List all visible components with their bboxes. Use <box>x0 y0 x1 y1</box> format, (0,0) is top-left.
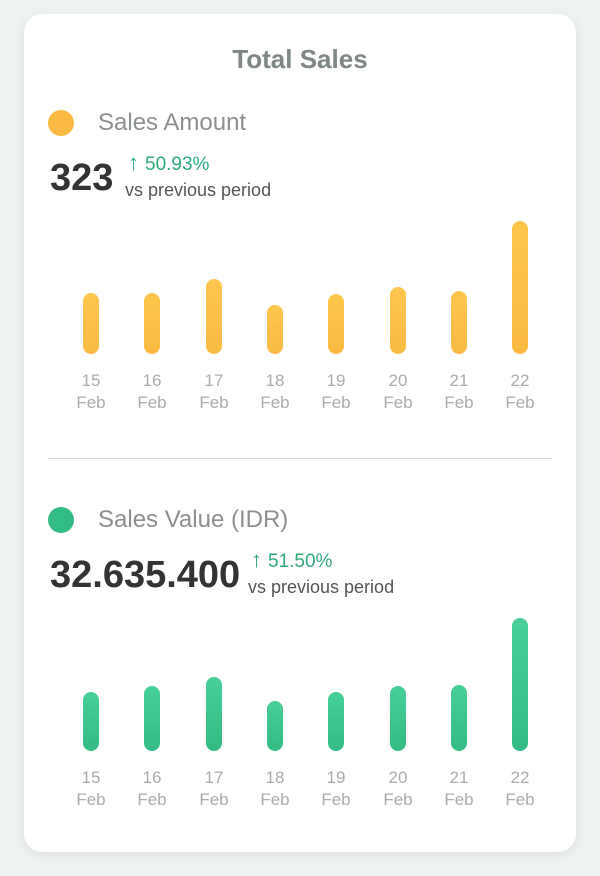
x-tick-label: 22 Feb <box>490 767 550 811</box>
green-dot-icon <box>48 507 74 533</box>
bar-22[interactable] <box>512 618 528 751</box>
x-tick-month: Feb <box>199 790 229 809</box>
x-tick-day: 19 <box>326 371 346 390</box>
total-sales-card: Total Sales Sales Amount 323 ↑ 50.93% vs … <box>24 14 576 852</box>
x-tick-month: Feb <box>321 393 351 412</box>
x-tick-month: Feb <box>505 790 535 809</box>
sales-amount-delta: ↑ 50.93% <box>128 150 209 176</box>
x-tick-month: Feb <box>383 393 413 412</box>
x-tick-month: Feb <box>444 790 474 809</box>
x-tick-day: 17 <box>204 371 224 390</box>
x-tick-month: Feb <box>383 790 413 809</box>
bar-16[interactable] <box>144 293 160 354</box>
x-tick-day: 21 <box>449 768 469 787</box>
x-tick-label: 20 Feb <box>368 767 428 811</box>
x-tick-day: 22 <box>510 371 530 390</box>
x-tick-day: 18 <box>265 768 285 787</box>
orange-dot-icon <box>48 110 74 136</box>
sales-value-delta: ↑ 51.50% <box>251 547 332 573</box>
sales-amount-value: 323 <box>50 157 114 199</box>
bar-21[interactable] <box>451 291 467 354</box>
x-tick-label: 20 Feb <box>368 370 428 414</box>
x-tick-month: Feb <box>137 790 167 809</box>
x-tick-day: 18 <box>265 371 285 390</box>
bar-20[interactable] <box>390 287 406 354</box>
x-tick-month: Feb <box>137 393 167 412</box>
bar-22[interactable] <box>512 221 528 354</box>
sales-value-value: 32.635.400 <box>50 554 241 596</box>
x-tick-day: 21 <box>449 371 469 390</box>
sales-amount-vs-text: vs previous period <box>125 180 272 200</box>
x-tick-day: 20 <box>388 768 408 787</box>
x-tick-month: Feb <box>76 393 106 412</box>
x-tick-day: 22 <box>510 768 530 787</box>
x-tick-month: Feb <box>260 393 290 412</box>
sales-value-vs-text: vs previous period <box>248 577 395 597</box>
x-tick-label: 18 Feb <box>245 767 305 811</box>
x-tick-label: 22 Feb <box>490 370 550 414</box>
x-tick-label: 17 Feb <box>184 370 244 414</box>
bar-18[interactable] <box>267 701 283 751</box>
x-tick-day: 15 <box>81 371 101 390</box>
x-tick-day: 17 <box>204 768 224 787</box>
bar-18[interactable] <box>267 305 283 354</box>
sales-value-label: Sales Value (IDR) <box>98 506 289 533</box>
bar-15[interactable] <box>83 293 99 354</box>
bar-17[interactable] <box>206 677 222 751</box>
bar-19[interactable] <box>328 692 344 751</box>
x-tick-day: 16 <box>142 371 162 390</box>
section-divider <box>48 458 552 459</box>
x-tick-day: 16 <box>142 768 162 787</box>
x-tick-label: 15 Feb <box>61 767 121 811</box>
bar-21[interactable] <box>451 685 467 751</box>
x-tick-label: 21 Feb <box>429 767 489 811</box>
x-tick-month: Feb <box>76 790 106 809</box>
x-tick-label: 21 Feb <box>429 370 489 414</box>
bar-15[interactable] <box>83 692 99 751</box>
bar-20[interactable] <box>390 686 406 751</box>
x-tick-day: 19 <box>326 768 346 787</box>
x-tick-label: 18 Feb <box>245 370 305 414</box>
bar-19[interactable] <box>328 294 344 354</box>
x-tick-month: Feb <box>505 393 535 412</box>
card-title: Total Sales <box>232 44 368 74</box>
x-tick-label: 16 Feb <box>122 370 182 414</box>
bar-16[interactable] <box>144 686 160 751</box>
sales-value-delta-value: 51.50% <box>268 551 333 572</box>
arrow-up-icon: ↑ <box>251 547 262 572</box>
arrow-up-icon: ↑ <box>128 150 139 175</box>
x-tick-day: 15 <box>81 768 101 787</box>
x-tick-month: Feb <box>444 393 474 412</box>
x-tick-month: Feb <box>260 790 290 809</box>
x-tick-label: 16 Feb <box>122 767 182 811</box>
sales-amount-label: Sales Amount <box>98 109 247 136</box>
x-tick-month: Feb <box>321 790 351 809</box>
sales-amount-delta-value: 50.93% <box>145 154 210 175</box>
sales-value-chart: 15 Feb 16 Feb 17 Feb 18 Feb 19 Feb 20 Feb 21 Feb 22 Feb <box>24 607 576 809</box>
bar-17[interactable] <box>206 279 222 354</box>
x-tick-label: 19 Feb <box>306 370 366 414</box>
sales-amount-chart: 15 Feb 16 Feb 17 Feb 18 Feb 19 Feb 20 Feb 21 Feb 22 Feb <box>24 210 576 412</box>
x-tick-label: 15 Feb <box>61 370 121 414</box>
x-tick-label: 17 Feb <box>184 767 244 811</box>
x-tick-month: Feb <box>199 393 229 412</box>
x-tick-label: 19 Feb <box>306 767 366 811</box>
x-tick-day: 20 <box>388 371 408 390</box>
